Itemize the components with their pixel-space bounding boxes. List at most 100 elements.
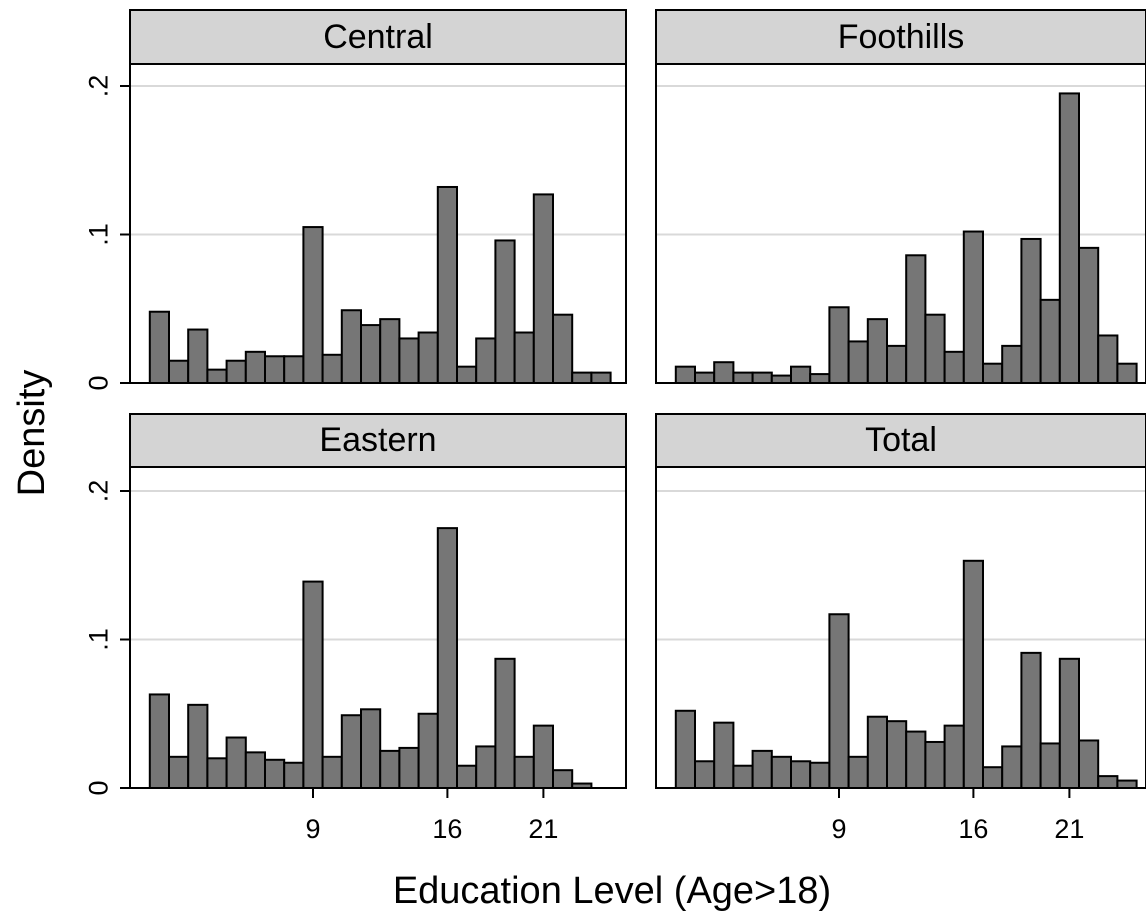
histogram-bar	[849, 341, 868, 383]
histogram-bar	[515, 757, 534, 788]
histogram-bar	[925, 315, 944, 383]
histogram-bar	[772, 376, 791, 383]
histogram-bar	[791, 367, 810, 383]
histogram-bar	[945, 352, 964, 383]
x-tick-label: 9	[305, 814, 320, 844]
histogram-bar	[534, 726, 553, 788]
panel-foothills: Foothills	[656, 10, 1146, 383]
panel-title: Total	[865, 421, 937, 459]
histogram-bar	[983, 364, 1002, 383]
panel-title: Central	[323, 18, 433, 56]
histogram-bar	[553, 770, 572, 788]
x-axis-ticks: 9 16 21 9 16 21	[305, 788, 1084, 844]
histogram-bar	[399, 338, 418, 383]
x-tick-label: 21	[528, 814, 558, 844]
y-tick-label: .2	[83, 480, 113, 503]
histogram-bar	[714, 723, 733, 788]
histogram-bar	[476, 746, 495, 788]
histogram-bar	[983, 767, 1002, 788]
x-tick-label: 16	[432, 814, 462, 844]
histogram-bar	[1002, 746, 1021, 788]
histogram-bar	[361, 325, 380, 383]
histogram-bar	[1060, 93, 1079, 383]
histogram-bar	[733, 373, 752, 383]
histogram-bar	[515, 333, 534, 383]
histogram-bar	[284, 356, 303, 383]
histogram-bar	[150, 312, 169, 383]
y-tick-label: .2	[83, 75, 113, 98]
histogram-bar	[342, 715, 361, 788]
panel-central: Central	[130, 10, 626, 383]
histogram-bar	[887, 346, 906, 383]
x-tick-label: 21	[1054, 814, 1084, 844]
histogram-bar	[964, 561, 983, 788]
histogram-bar	[753, 373, 772, 383]
histogram-bar	[887, 721, 906, 788]
y-tick-label: 0	[83, 375, 113, 390]
histogram-bar	[303, 582, 322, 788]
panel-title: Foothills	[838, 18, 965, 56]
histogram-bar	[829, 307, 848, 383]
histogram-bar	[829, 614, 848, 788]
histogram-bar	[772, 757, 791, 788]
histogram-bar	[906, 732, 925, 788]
histogram-bar	[534, 194, 553, 383]
histogram-bar	[1002, 346, 1021, 383]
histogram-bar	[207, 758, 226, 788]
histogram-bar	[1098, 776, 1117, 788]
y-axis-title: Density	[11, 370, 53, 497]
histogram-bar	[676, 367, 695, 383]
histogram-bar	[284, 763, 303, 788]
histogram-bar	[227, 361, 246, 383]
histogram-bar	[906, 255, 925, 383]
histogram-bar	[945, 726, 964, 788]
y-axis-ticks: 0.1.20.1.2	[83, 75, 130, 796]
histogram-bar	[188, 330, 207, 383]
histogram-bar	[810, 763, 829, 788]
histogram-bar	[676, 711, 695, 788]
histogram-bar	[868, 717, 887, 788]
histogram-bar	[1079, 740, 1098, 788]
histogram-bar	[1117, 781, 1136, 788]
histogram-bar	[438, 528, 457, 788]
histogram-bar	[495, 659, 514, 788]
histogram-bar	[188, 705, 207, 788]
histogram-bar	[591, 373, 610, 383]
panels-group: Central Foothills Eastern Total	[130, 10, 1146, 788]
histogram-bar	[1117, 364, 1136, 383]
histogram-bar	[553, 315, 572, 383]
histogram-bar	[419, 714, 438, 788]
histogram-bar	[323, 355, 342, 383]
histogram-bar	[476, 338, 495, 383]
histogram-bar	[303, 227, 322, 383]
x-tick-label: 16	[958, 814, 988, 844]
histogram-bar	[207, 370, 226, 383]
histogram-bar	[342, 310, 361, 383]
histogram-bar	[572, 373, 591, 383]
histogram-bar	[1021, 653, 1040, 788]
histogram-bar	[753, 751, 772, 788]
histogram-bar	[246, 752, 265, 788]
panel-total: Total	[656, 414, 1146, 788]
histogram-bar	[964, 232, 983, 383]
histogram-bar	[714, 362, 733, 383]
histogram-bar	[1021, 239, 1040, 383]
histogram-bar	[695, 761, 714, 788]
histogram-bar	[1060, 659, 1079, 788]
histogram-bar	[246, 352, 265, 383]
histogram-bar	[849, 757, 868, 788]
histogram-bar	[810, 374, 829, 383]
histogram-bar	[868, 319, 887, 383]
histogram-bar	[438, 187, 457, 383]
histogram-bar	[380, 319, 399, 383]
histogram-bar	[457, 367, 476, 383]
histogram-bar	[419, 333, 438, 383]
histogram-bar	[1098, 335, 1117, 383]
histogram-bar	[791, 761, 810, 788]
histogram-bar	[169, 757, 188, 788]
histogram-bar	[227, 738, 246, 788]
histogram-bar	[1041, 743, 1060, 788]
histogram-bar	[361, 709, 380, 788]
histogram-bar	[695, 373, 714, 383]
